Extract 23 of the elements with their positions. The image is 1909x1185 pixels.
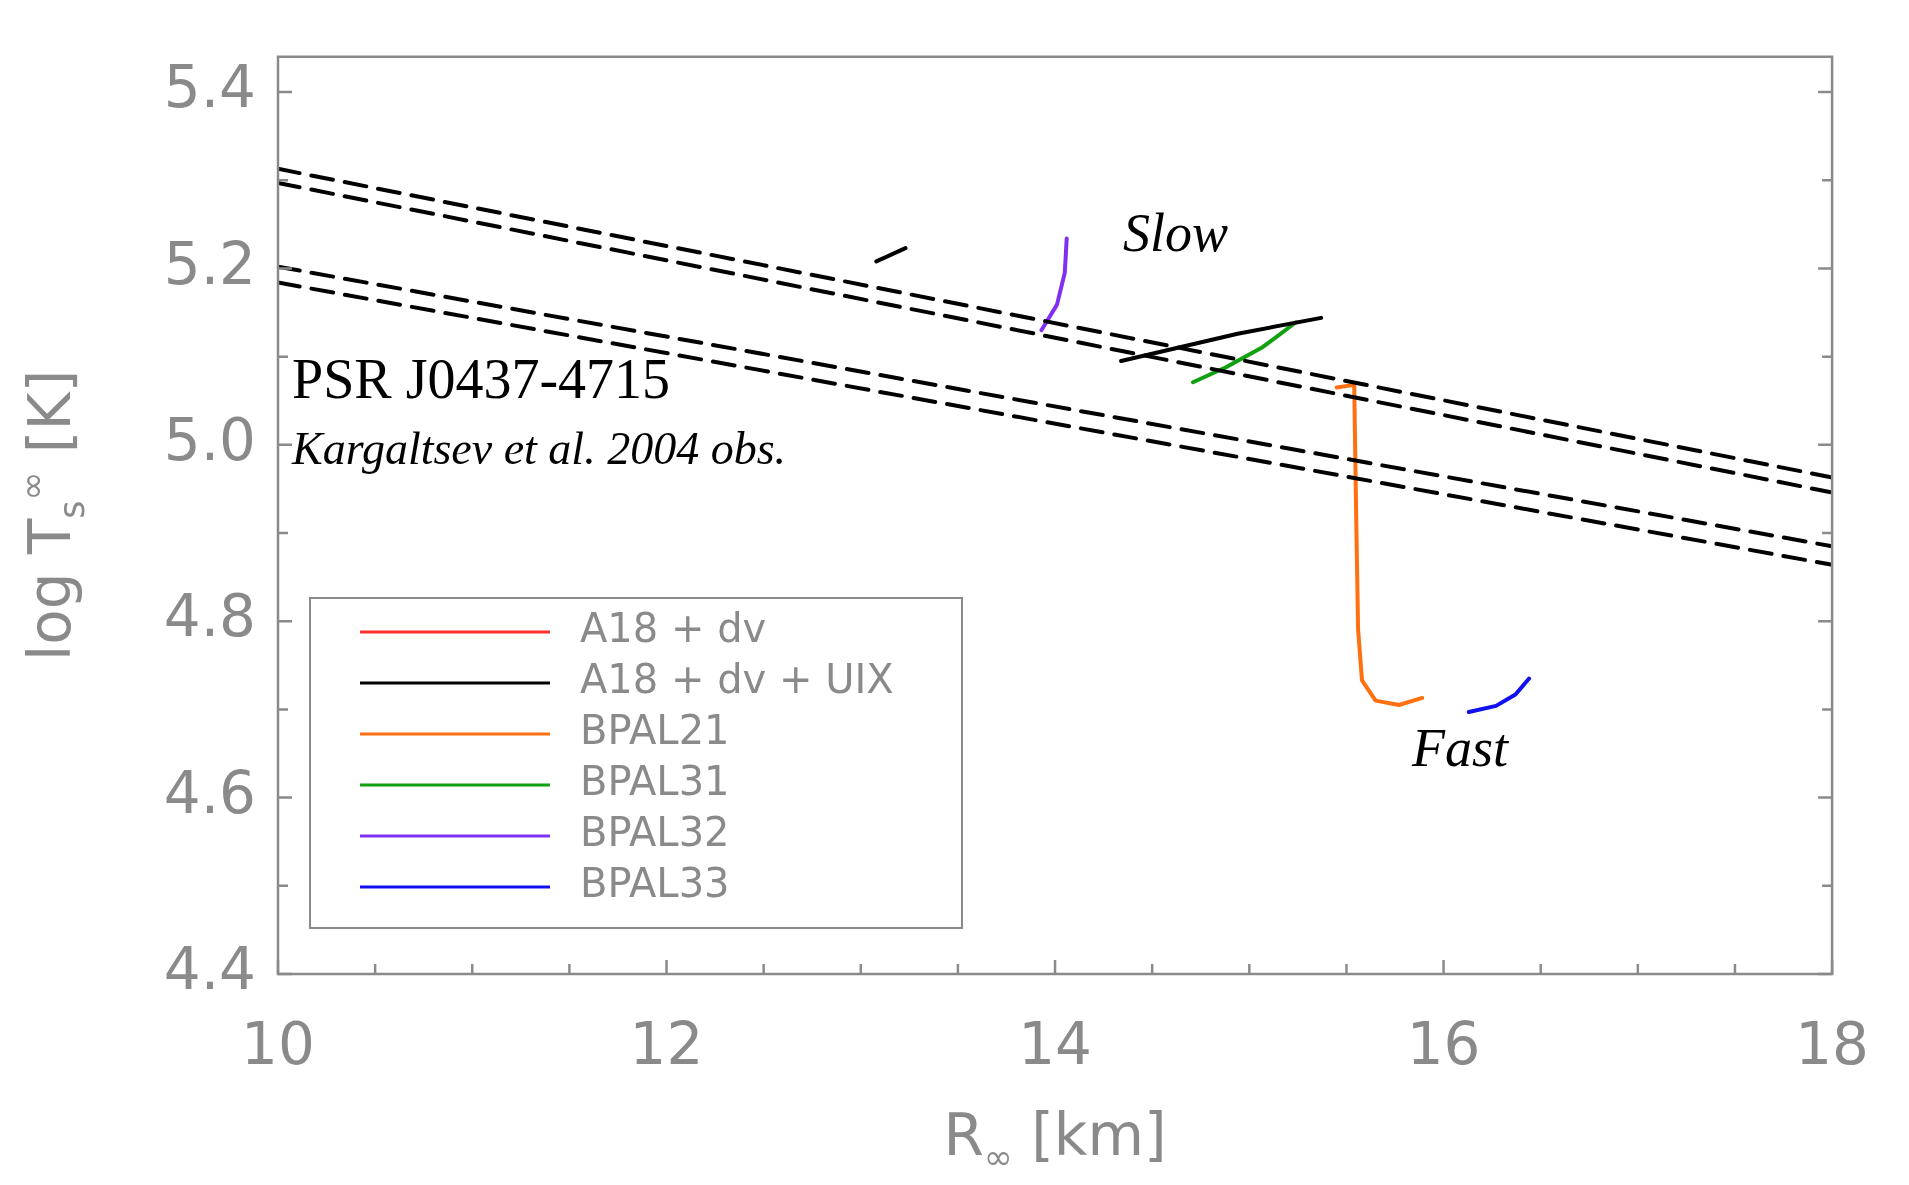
x-tick-label: 14 — [1018, 1009, 1092, 1078]
y-tick-label: 5.4 — [163, 53, 256, 122]
y-tick-label: 4.8 — [163, 582, 256, 651]
x-tick-label: 10 — [241, 1009, 315, 1078]
y-tick-label: 5.2 — [163, 229, 256, 298]
legend-label: BPAL21 — [580, 707, 730, 754]
y-tick-label: 4.6 — [163, 758, 256, 827]
x-axis-title: R∞ [km] — [943, 1101, 1167, 1178]
y-axis-title: log Ts∞ [K] — [11, 369, 93, 661]
legend-label: A18 + dv + UIX — [580, 656, 894, 703]
x-tick-label: 16 — [1406, 1009, 1481, 1078]
legend-label: BPAL31 — [580, 758, 730, 805]
annotation: Slow — [1123, 203, 1229, 264]
x-tick-label: 12 — [629, 1009, 704, 1078]
legend-label: BPAL33 — [580, 860, 730, 907]
annotation: Kargaltsev et al. 2004 obs. — [291, 423, 787, 475]
annotation: Fast — [1411, 718, 1510, 779]
y-tick-label: 4.4 — [163, 935, 256, 1004]
annotation: PSR J0437-4715 — [292, 347, 671, 410]
x-tick-label: 18 — [1795, 1009, 1869, 1078]
legend-label: A18 + dv — [580, 605, 767, 652]
legend-label: BPAL32 — [580, 809, 730, 856]
y-tick-label: 5.0 — [163, 405, 256, 474]
